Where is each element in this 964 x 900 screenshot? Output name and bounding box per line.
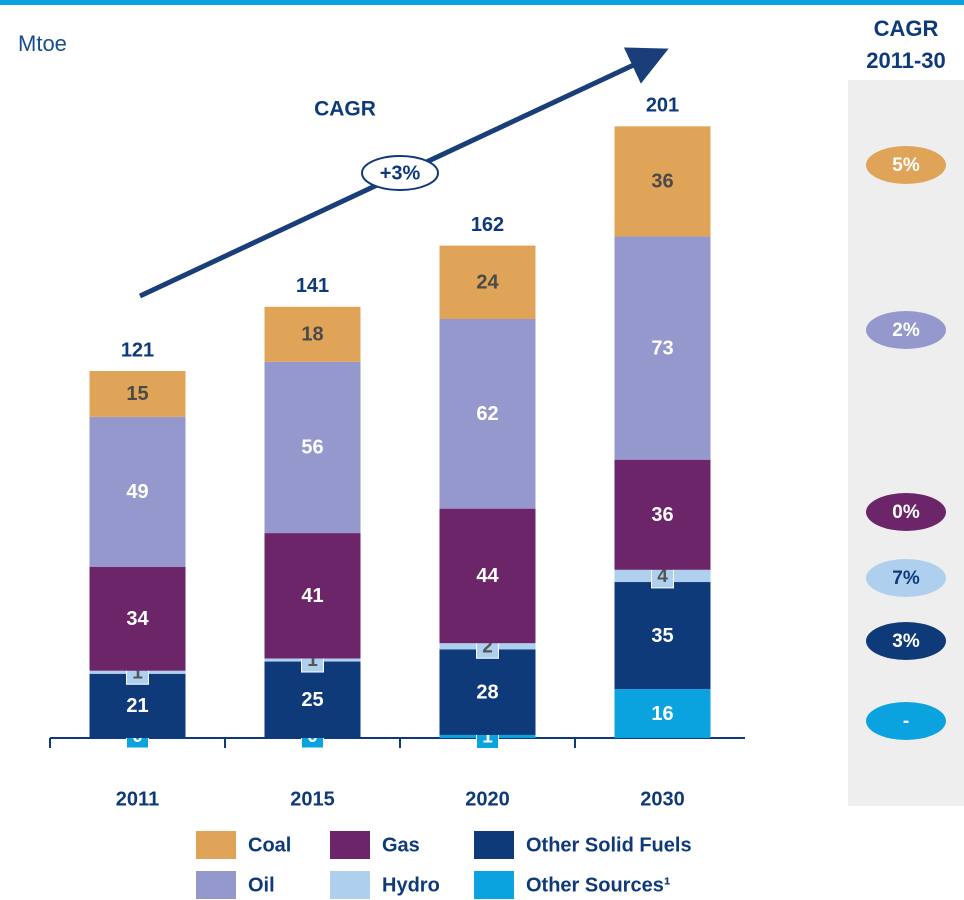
data-label: 73 bbox=[651, 337, 673, 359]
cagr-label: 3% bbox=[892, 631, 920, 652]
y-axis-label: Mtoe bbox=[18, 31, 67, 56]
data-label: 21 bbox=[126, 695, 148, 717]
total-label: 201 bbox=[646, 95, 679, 117]
data-label: 62 bbox=[476, 403, 498, 425]
data-label: 34 bbox=[126, 608, 149, 630]
x-tick-label: 2015 bbox=[290, 788, 335, 810]
x-tick-label: 2011 bbox=[116, 788, 159, 810]
data-label: 41 bbox=[301, 585, 323, 607]
bar-segment bbox=[264, 533, 361, 659]
bar-segment bbox=[614, 236, 711, 460]
trend-badge bbox=[361, 155, 439, 191]
bar-segment bbox=[614, 126, 711, 237]
bar-segment bbox=[614, 582, 711, 690]
cagr-label: - bbox=[903, 711, 909, 732]
legend-swatch bbox=[474, 831, 514, 859]
data-label: 56 bbox=[301, 437, 323, 459]
legend-swatch bbox=[330, 871, 370, 899]
total-label: 121 bbox=[121, 339, 154, 361]
data-label: 18 bbox=[301, 324, 323, 346]
trend-label: +3% bbox=[380, 162, 421, 184]
data-label: 1 bbox=[132, 662, 143, 683]
bar-segment bbox=[614, 689, 711, 738]
data-label: 1 bbox=[307, 650, 318, 671]
cagr-title: CAGR bbox=[874, 16, 939, 41]
data-label: 15 bbox=[126, 383, 148, 405]
legend-label: Hydro bbox=[382, 874, 440, 896]
bar-segment bbox=[89, 416, 186, 567]
bar-segment bbox=[439, 508, 536, 644]
bar-segment bbox=[264, 306, 361, 362]
total-label: 162 bbox=[471, 214, 504, 236]
data-label: 35 bbox=[651, 625, 673, 647]
cagr-panel bbox=[848, 80, 964, 806]
bar-segment bbox=[614, 459, 711, 570]
x-tick-label: 2030 bbox=[640, 788, 685, 810]
data-label: 49 bbox=[126, 481, 148, 503]
legend-label: Other Solid Fuels bbox=[526, 834, 692, 856]
cagr-pill bbox=[866, 622, 946, 660]
data-label: 36 bbox=[651, 504, 673, 526]
top-rule bbox=[0, 0, 964, 5]
legend-swatch bbox=[330, 831, 370, 859]
bar-segment bbox=[89, 566, 186, 671]
legend-label: Other Sources¹ bbox=[526, 874, 671, 896]
total-label: 141 bbox=[296, 275, 329, 297]
bar-segment bbox=[439, 245, 536, 320]
bar-segment bbox=[439, 649, 536, 735]
cagr-label: 2% bbox=[892, 320, 920, 341]
bar-segment bbox=[439, 319, 536, 509]
data-label: 36 bbox=[651, 171, 673, 193]
data-label: 25 bbox=[301, 689, 323, 711]
cagr-label: 5% bbox=[892, 155, 920, 176]
cagr-pill bbox=[866, 559, 946, 597]
legend-label: Oil bbox=[248, 874, 275, 896]
data-label: 16 bbox=[651, 703, 673, 725]
legend-label: Gas bbox=[382, 834, 420, 856]
bar-segment bbox=[89, 371, 186, 417]
data-label: 4 bbox=[657, 566, 668, 587]
cagr-label: 7% bbox=[892, 568, 920, 589]
cagr-pill bbox=[866, 311, 946, 349]
cagr-pill bbox=[866, 702, 946, 740]
cagr-title: 2011-30 bbox=[866, 48, 946, 73]
data-label: 1 bbox=[482, 726, 493, 747]
x-tick-label: 2020 bbox=[465, 788, 510, 810]
data-label: 28 bbox=[476, 681, 498, 703]
legend-label: Coal bbox=[248, 834, 291, 856]
data-label: 44 bbox=[476, 565, 499, 587]
cagr-label: 0% bbox=[892, 502, 920, 523]
bar-segment bbox=[264, 661, 361, 738]
legend-swatch bbox=[196, 871, 236, 899]
trend-title: CAGR bbox=[314, 98, 376, 121]
bar-segment bbox=[264, 361, 361, 534]
data-label: 24 bbox=[476, 272, 499, 294]
legend-swatch bbox=[196, 831, 236, 859]
legend-swatch bbox=[474, 871, 514, 899]
cagr-pill bbox=[866, 146, 946, 184]
data-label: 2 bbox=[482, 636, 493, 657]
cagr-pill bbox=[866, 493, 946, 531]
